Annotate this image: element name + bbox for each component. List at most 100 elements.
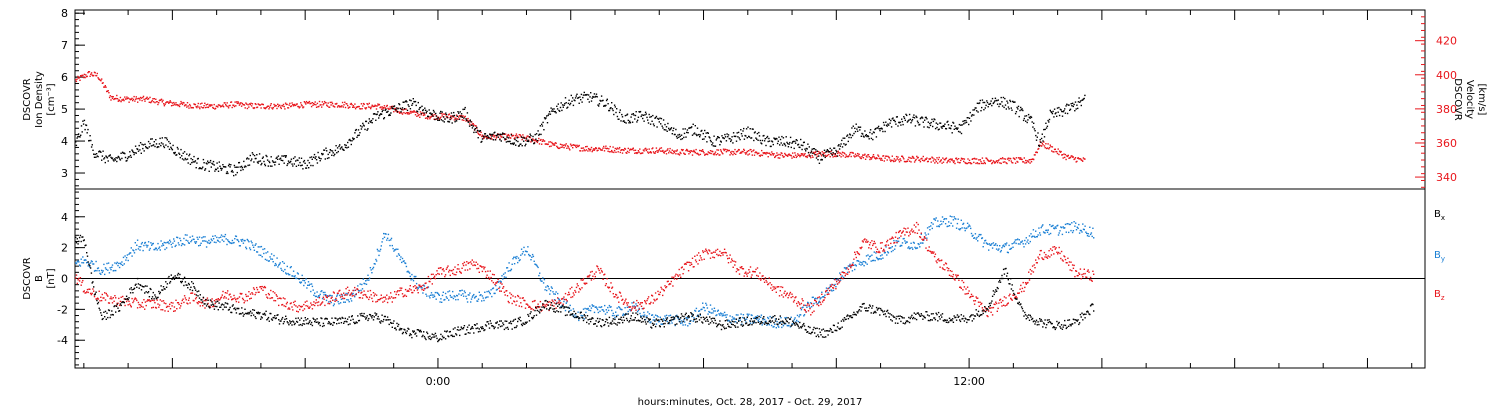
by-point — [478, 291, 480, 293]
velocity-point — [932, 157, 934, 159]
velocity-point — [655, 151, 657, 153]
velocity-point — [199, 107, 201, 110]
by-point — [920, 233, 922, 235]
velocity-point — [200, 106, 202, 108]
bz-point — [295, 305, 297, 307]
bz-point — [494, 283, 496, 286]
velocity-point — [836, 155, 838, 157]
bz-point — [548, 309, 550, 312]
bz-point — [437, 272, 439, 275]
by-point — [335, 298, 337, 300]
by-point — [227, 240, 230, 243]
ion-density-point — [152, 144, 155, 146]
bz-point — [75, 274, 78, 276]
velocity-point — [319, 104, 321, 106]
ion-density-point — [197, 157, 199, 160]
by-point — [573, 316, 575, 318]
by-point — [753, 321, 756, 323]
ion-density-point — [755, 137, 757, 139]
velocity-point — [944, 159, 946, 161]
by-point — [259, 246, 261, 248]
by-point — [202, 240, 204, 242]
ion-density-point — [220, 167, 222, 169]
by-point — [912, 241, 915, 244]
bz-point — [362, 294, 364, 296]
ion-density-point — [859, 126, 862, 128]
velocity-point — [615, 151, 617, 153]
bz-point — [509, 292, 511, 294]
velocity-point — [758, 152, 760, 154]
bz-point — [429, 280, 431, 283]
ion-density-point — [467, 121, 469, 123]
by-point — [372, 266, 375, 269]
by-point — [588, 309, 590, 311]
velocity-point — [1082, 160, 1084, 162]
velocity-point — [175, 102, 177, 104]
ion-density-point — [182, 152, 184, 154]
bz-point — [385, 298, 387, 300]
ion-density-point — [235, 166, 238, 168]
bz-point — [448, 271, 450, 273]
ion-density-point — [514, 138, 516, 141]
velocity-point — [238, 104, 241, 106]
bz-point — [351, 295, 353, 297]
velocity-point — [818, 150, 820, 153]
by-point — [726, 314, 728, 316]
ion-density-point — [184, 157, 186, 160]
by-point — [426, 295, 428, 297]
by-point — [857, 260, 859, 262]
ion-density-point — [498, 133, 500, 136]
by-point — [904, 240, 906, 242]
bz-point — [486, 274, 488, 276]
by-point — [1061, 233, 1064, 236]
by-point — [401, 257, 404, 260]
ion-density-point — [241, 167, 243, 169]
by-point — [914, 246, 916, 249]
by-point — [1040, 226, 1042, 229]
velocity-point — [449, 117, 451, 119]
bz-point — [602, 278, 604, 280]
ion-density-point — [965, 121, 968, 124]
ion-density-point — [750, 137, 753, 139]
ion-density-point — [928, 126, 930, 129]
velocity-point — [510, 137, 512, 139]
by-point — [249, 248, 252, 251]
velocity-point — [120, 100, 122, 103]
bz-point — [318, 297, 321, 299]
ion-density-point — [430, 113, 432, 116]
by-point — [92, 263, 94, 265]
velocity-point — [862, 157, 865, 159]
ion-density-point — [419, 106, 422, 109]
ion-density-point — [423, 112, 425, 114]
velocity-point — [792, 155, 795, 158]
velocity-point — [398, 112, 401, 114]
velocity-point — [1054, 148, 1056, 150]
bz-point — [240, 293, 242, 295]
ion-density-point — [586, 93, 588, 96]
velocity-point — [829, 156, 831, 158]
by-point — [832, 284, 834, 286]
ion-density-point — [397, 107, 399, 110]
by-point — [778, 322, 781, 325]
velocity-point — [883, 160, 885, 162]
ion-density-point — [915, 115, 917, 117]
by-point — [611, 314, 614, 317]
ion-density-point — [800, 138, 802, 141]
ion-density-point — [285, 155, 287, 157]
bz-point — [392, 297, 394, 299]
velocity-point — [1065, 158, 1067, 161]
ion-density-point — [426, 110, 428, 113]
by-point — [553, 293, 555, 295]
velocity-point — [496, 136, 498, 138]
velocity-point — [608, 151, 611, 153]
velocity-point — [1048, 146, 1051, 149]
by-point — [332, 304, 335, 307]
ion-density-point — [158, 146, 160, 148]
velocity-point — [1030, 158, 1032, 161]
velocity-point — [180, 100, 182, 103]
velocity-point — [974, 158, 976, 160]
bz-point — [321, 301, 324, 303]
bz-point — [623, 302, 625, 304]
ion-density-point — [904, 119, 906, 121]
by-point — [612, 312, 614, 315]
